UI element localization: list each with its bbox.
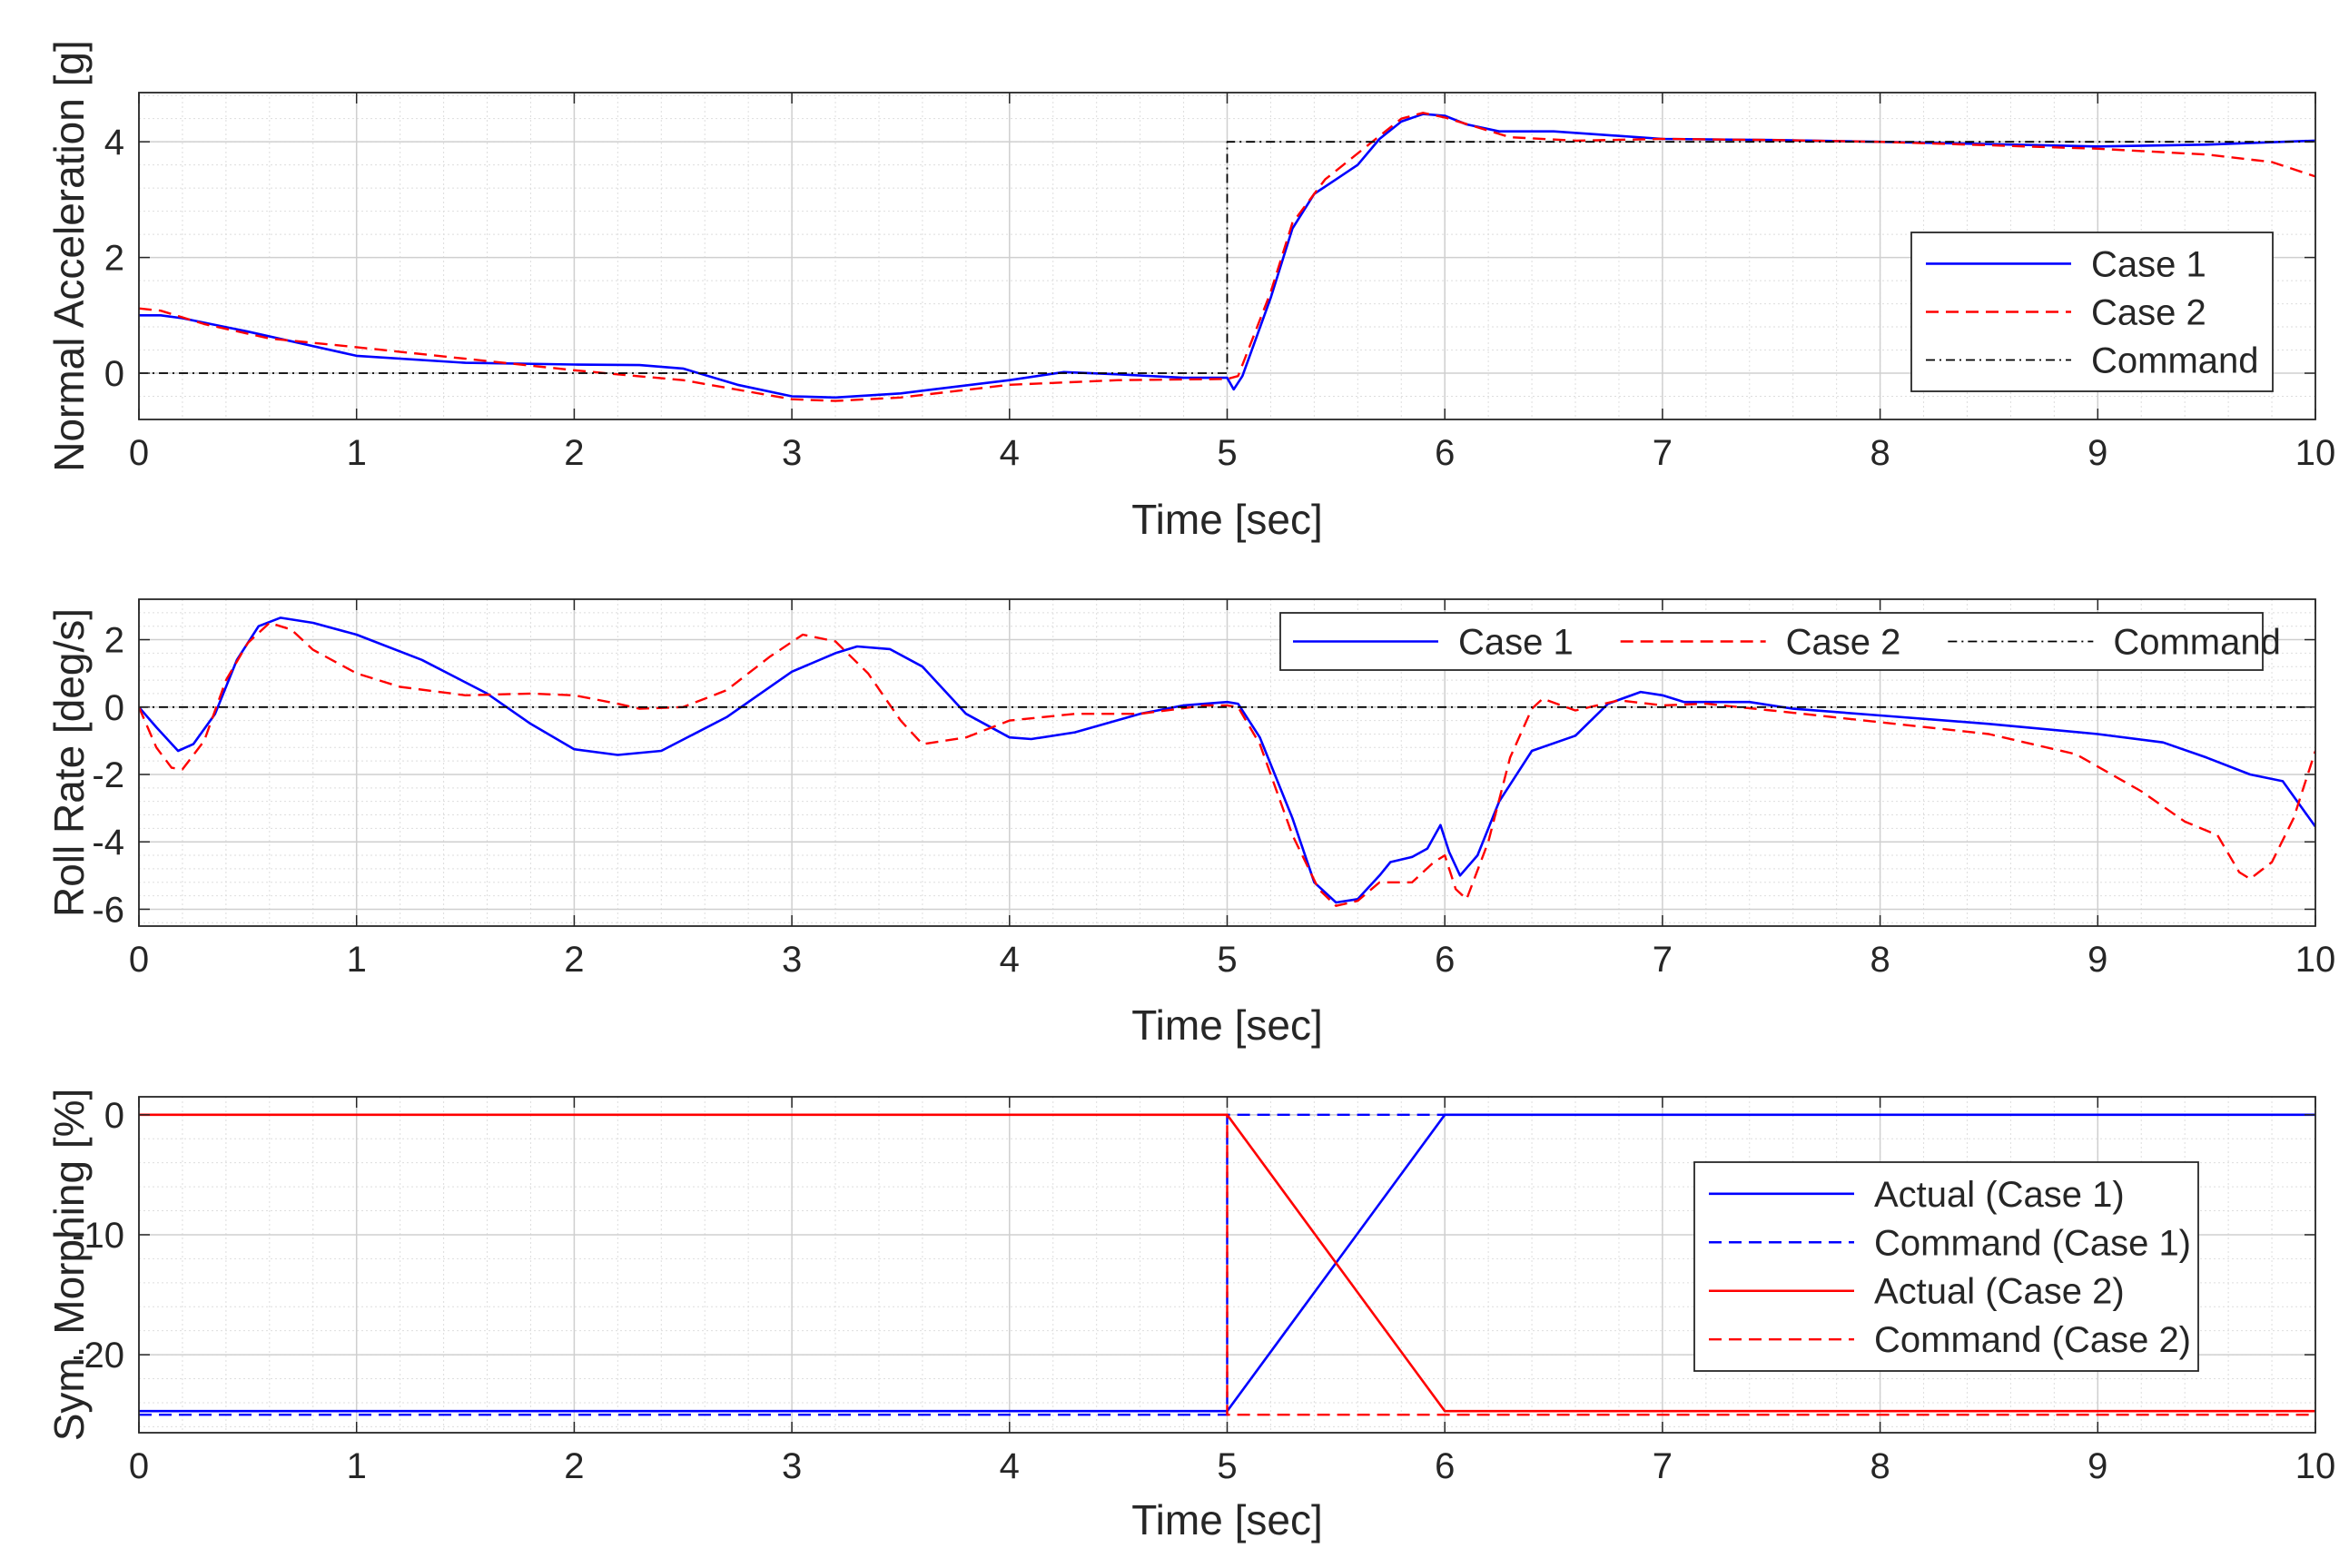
y-tick-label: -4 [92, 823, 124, 863]
x-tick-label: 8 [1870, 940, 1890, 980]
y-tick-label: -20 [72, 1336, 124, 1376]
x-tick-label: 6 [1435, 433, 1455, 473]
series-line-command-case-2 [139, 1113, 2315, 1416]
x-tick-label: 4 [1000, 1446, 1020, 1486]
x-tick-label: 9 [2087, 940, 2107, 980]
legend: Case 1 Case 2 Command [1279, 612, 2281, 671]
series-group [139, 112, 2315, 402]
x-tick-label: 6 [1435, 1446, 1455, 1486]
x-tick-label: 4 [1000, 940, 1020, 980]
tick-marks [138, 93, 2316, 419]
x-tick-label: 3 [782, 433, 802, 473]
x-tick-label: 2 [564, 940, 584, 980]
legend-label-command-case-1: Command (Case 1) [1874, 1223, 2191, 1263]
y-tick-label: 0 [104, 688, 124, 728]
series-line-case-1 [139, 113, 2315, 399]
y-tick-label: 4 [104, 123, 124, 163]
x-tick-label: 7 [1653, 940, 1673, 980]
series-line-command-case-1 [139, 1113, 2315, 1416]
y-tick-label: 2 [104, 239, 124, 279]
x-tick-label: 7 [1653, 1446, 1673, 1486]
tick-marks [138, 599, 2316, 926]
x-tick-label: 0 [129, 1446, 149, 1486]
legend-label-case-2: Case 2 [1786, 623, 1901, 663]
x-tick-label: 9 [2087, 1446, 2107, 1486]
legend-box [1279, 612, 2264, 671]
x-axis-label: Time [sec] [1131, 1496, 1322, 1543]
x-tick-label: 10 [2295, 940, 2336, 980]
normal-acceleration-chart: 0 1 2 3 4 5 6 7 8 9 10 0 2 4 Time [sec] Normal Accelera… [45, 40, 2335, 543]
legend-label-case-2: Case 2 [2091, 293, 2206, 333]
legend-box [1693, 1161, 2199, 1372]
legend-label-case-1: Case 1 [1458, 623, 1574, 663]
x-tick-label: 10 [2295, 1446, 2336, 1486]
x-tick-label: 6 [1435, 940, 1455, 980]
x-tick-label: 2 [564, 1446, 584, 1486]
y-tick-label: 0 [104, 1096, 124, 1136]
tick-marks [138, 1097, 2316, 1433]
x-tick-label: 0 [129, 433, 149, 473]
legend: Actual (Case 1) Command (Case 1) Actual (C… [1693, 1161, 2199, 1372]
legend-label-command: Command [2113, 623, 2281, 663]
legend-label-actual-case-2: Actual (Case 2) [1874, 1272, 2125, 1312]
legend: Case 1 Case 2 Command [1910, 232, 2274, 392]
x-tick-label: 7 [1653, 433, 1673, 473]
x-tick-label: 0 [129, 940, 149, 980]
x-tick-label: 3 [782, 940, 802, 980]
y-tick-label: 0 [104, 354, 124, 394]
x-tick-label: 3 [782, 1446, 802, 1486]
legend-label-command: Command [2091, 341, 2259, 381]
x-tick-label: 5 [1217, 940, 1237, 980]
series-line-case-1 [139, 616, 2315, 904]
x-axis-label: Time [sec] [1131, 496, 1322, 543]
legend-label-command-case-2: Command (Case 2) [1874, 1320, 2191, 1360]
series-group [139, 1113, 2315, 1416]
x-tick-label: 5 [1217, 433, 1237, 473]
y-tick-label: -10 [72, 1216, 124, 1256]
x-axis-label: Time [sec] [1131, 1001, 1322, 1049]
legend-label-case-1: Case 1 [2091, 244, 2206, 284]
legend-label-actual-case-1: Actual (Case 1) [1874, 1175, 2125, 1215]
series-line-case-2 [139, 621, 2315, 907]
series-line-command [139, 141, 2315, 374]
x-tick-label: 8 [1870, 1446, 1890, 1486]
x-tick-label: 9 [2087, 433, 2107, 473]
x-tick-label: 1 [347, 1446, 367, 1486]
x-tick-label: 5 [1217, 1446, 1237, 1486]
y-axis-label: Roll Rate [deg/s] [45, 608, 93, 917]
x-tick-label: 4 [1000, 433, 1020, 473]
x-tick-label: 1 [347, 433, 367, 473]
x-tick-label: 10 [2295, 433, 2336, 473]
x-tick-label: 1 [347, 940, 367, 980]
series-line-case-2 [139, 112, 2315, 402]
y-tick-label: 2 [104, 621, 124, 661]
roll-rate-chart: 0 1 2 3 4 5 6 7 8 9 10 2 0 -2 -4 -6 Time [sec] Roll Rate … [45, 598, 2336, 1049]
y-axis-label: Normal Acceleration [g] [45, 40, 93, 472]
y-tick-label: -6 [92, 890, 124, 930]
x-tick-label: 8 [1870, 433, 1890, 473]
sym-morphing-chart: 0 1 2 3 4 5 6 7 8 9 10 0 -10 -20 Time [sec] Sym. Morphi… [45, 1089, 2335, 1543]
x-tick-label: 2 [564, 433, 584, 473]
y-tick-label: -2 [92, 755, 124, 795]
series-group [139, 616, 2315, 907]
y-axis-label: Sym. Morphing [%] [45, 1089, 93, 1442]
